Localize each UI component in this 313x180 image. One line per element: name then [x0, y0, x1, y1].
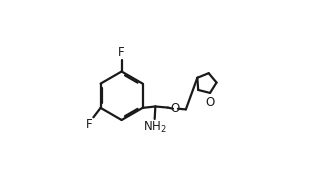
Text: NH$_2$: NH$_2$ [143, 120, 167, 135]
Text: O: O [206, 96, 215, 109]
Text: F: F [118, 46, 125, 59]
Text: F: F [86, 118, 93, 131]
Text: O: O [171, 102, 180, 114]
